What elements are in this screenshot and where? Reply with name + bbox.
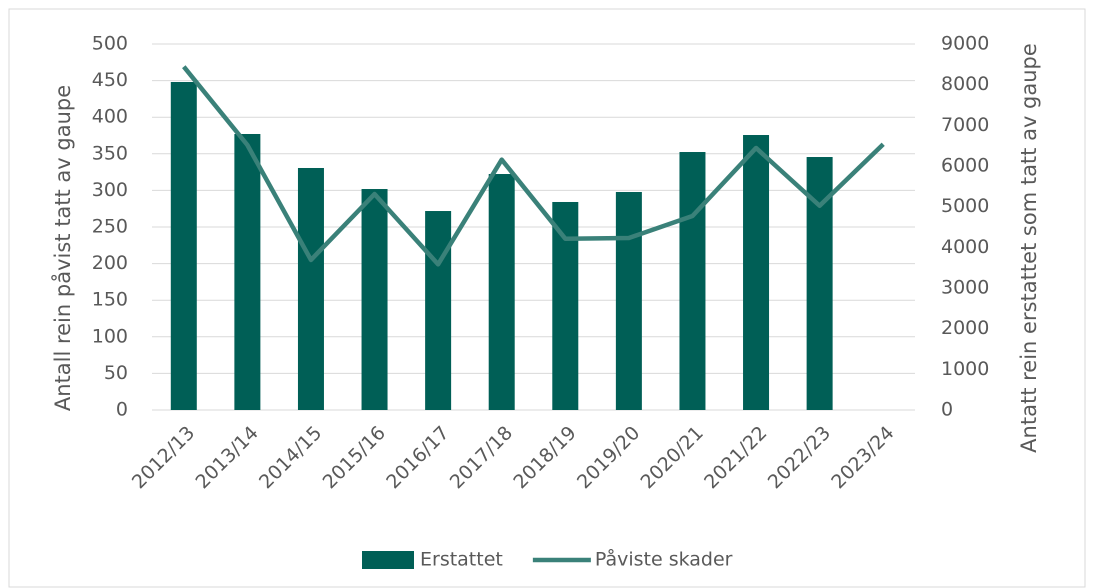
y2-axis-label: Antatt rein erstattet som tatt av gaupe [1017,43,1041,453]
y-tick-label: 400 [92,106,128,128]
bar [552,201,579,410]
legend-label: Erstattet [420,549,503,571]
y2-axis-label-group: Antatt rein erstattet som tatt av gaupe [1017,43,1041,453]
y-tick-label: 250 [92,216,128,238]
y2-tick-label: 4000 [941,236,989,258]
y-tick-label: 100 [92,325,128,347]
y2-tick-label: 1000 [941,358,989,380]
bar [297,167,324,410]
y2-tick-label: 0 [941,399,953,421]
y-tick-label: 200 [92,252,128,274]
bar [170,81,197,410]
bar [425,211,452,410]
y2-tick-label: 2000 [941,317,989,339]
y2-tick-label: 3000 [941,277,989,299]
y-tick-label: 500 [92,33,128,55]
y-tick-label: 0 [116,399,128,421]
bar [361,189,388,410]
legend-swatch [362,551,414,569]
y-tick-label: 450 [92,69,128,91]
line [182,65,885,267]
y-tick-label: 350 [92,142,128,164]
y-tick-label: 150 [92,289,128,311]
y2-tick-label: 6000 [941,155,989,177]
y-tick-label: 50 [104,362,128,384]
bar [615,191,642,410]
y2-tick-label: 5000 [941,195,989,217]
y-tick-label: 300 [92,179,128,201]
y-axis-label: Antall rein påvist tatt av gaupe [50,85,75,411]
bar [488,174,515,410]
bar [679,152,706,410]
bar [234,133,261,410]
y2-tick-label: 7000 [941,114,989,136]
bar [743,135,770,410]
legend-label: Påviste skader [595,548,733,571]
y2-tick-label: 9000 [941,33,989,55]
y2-tick-label: 8000 [941,73,989,95]
chart-frame [8,8,1086,588]
